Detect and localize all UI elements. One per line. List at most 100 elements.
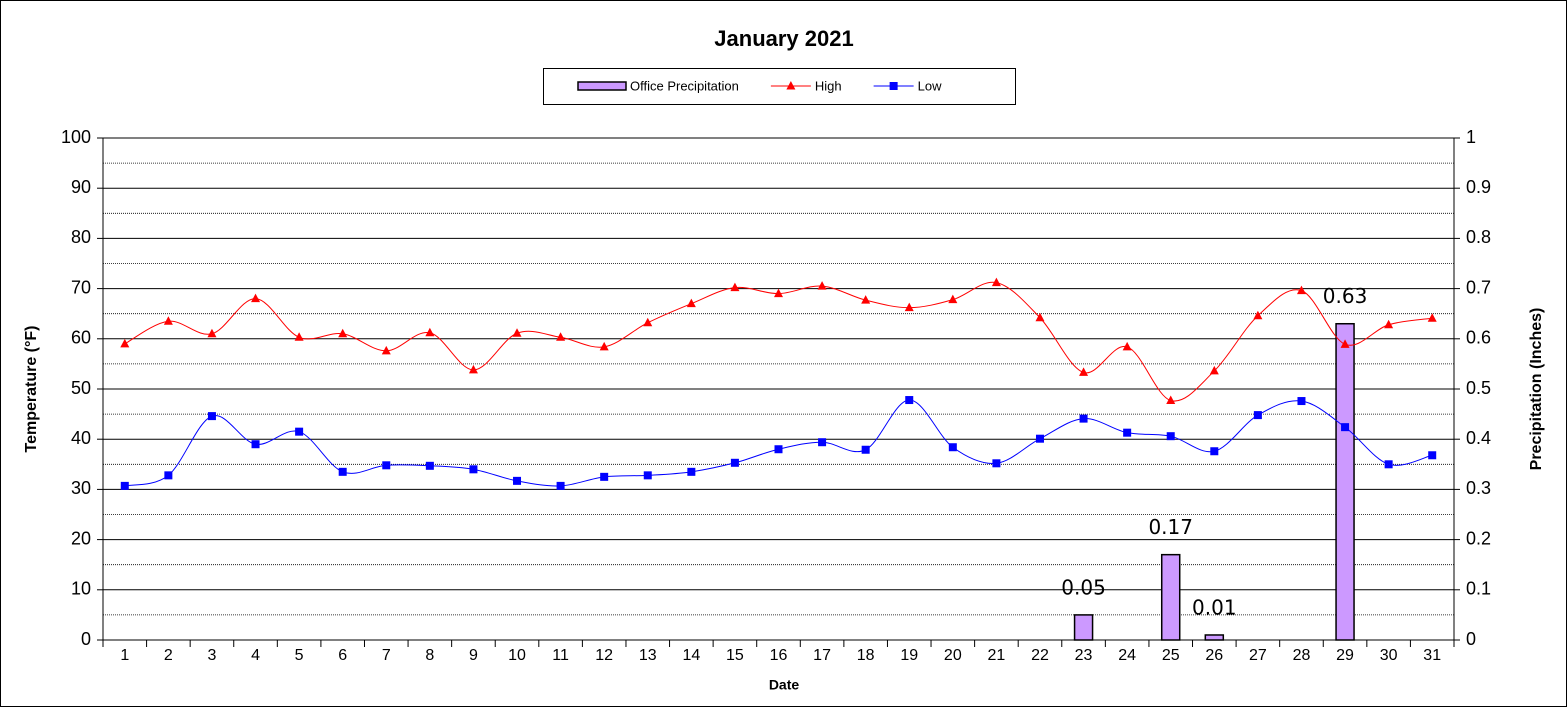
x-tick-label: 16 [770,647,788,664]
line-marker [774,445,783,454]
x-tick-label: 26 [1205,647,1223,664]
line-marker [904,302,914,312]
y2-axis-title: Precipitation (Inches) [1528,308,1545,471]
y2-tick-label: 0.4 [1466,428,1491,448]
x-tick-label: 6 [338,647,347,664]
line-marker [687,467,696,476]
y-tick-label: 100 [61,127,91,147]
legend-marker [889,82,898,90]
line-marker [600,472,609,481]
x-tick-label: 20 [944,647,962,664]
line-marker [164,471,173,480]
x-tick-label: 11 [552,647,569,664]
x-tick-label: 31 [1423,647,1441,664]
line-marker [1427,313,1437,322]
y2-tick-label: 0.1 [1466,579,1491,599]
y-tick-label: 70 [71,277,91,297]
y-tick-label: 40 [71,428,91,448]
line-marker [556,481,565,490]
line-marker [817,281,827,290]
line-marker [948,294,958,304]
x-tick-label: 10 [508,647,526,664]
line-marker [513,476,522,485]
line-marker [338,328,348,338]
x-tick-label: 4 [251,647,260,664]
line-marker [1297,397,1306,406]
line-marker [1166,395,1176,405]
line-marker [643,471,652,480]
line-marker [1035,434,1044,443]
x-tick-label: 21 [988,647,1006,664]
line-marker [1341,423,1350,432]
line-marker [1079,367,1089,376]
line-marker [1079,414,1088,423]
line-marker [643,317,653,327]
y-tick-label: 10 [71,579,91,599]
line-marker [251,293,261,303]
x-tick-label: 24 [1118,647,1136,664]
bar [1204,634,1225,641]
y2-tick-label: 0.9 [1466,177,1491,197]
line-marker [1384,319,1394,329]
legend-marker [786,81,796,90]
line-marker [991,277,1001,287]
x-tick-label: 27 [1249,647,1267,664]
line-marker [469,465,478,474]
line-marker [556,332,566,341]
line-marker [163,316,173,325]
line-marker [425,461,434,470]
line-marker [861,295,871,304]
x-tick-label: 25 [1162,647,1180,664]
x-axis-title: Date [769,677,800,693]
line-marker [1253,411,1262,420]
line-marker [295,427,304,436]
bar [1335,322,1355,641]
bar-value-label: 0.17 [1148,515,1193,539]
x-tick-label: 14 [682,647,700,664]
y2-tick-label: 0.7 [1466,277,1491,297]
x-tick-label: 18 [857,647,875,664]
legend-label: High [815,78,842,93]
line-marker [1123,428,1132,437]
x-tick-label: 23 [1075,647,1093,664]
y-tick-label: 30 [71,478,91,498]
x-tick-label: 5 [295,647,304,664]
line-marker [512,328,522,337]
bar-value-label: 0.05 [1061,575,1106,599]
line-marker [251,440,260,449]
line-marker [1035,312,1045,322]
line-marker [120,481,129,490]
line-marker [1253,310,1263,320]
x-tick-label: 3 [207,647,216,664]
y-tick-label: 50 [71,378,91,398]
line-marker [905,396,914,405]
line-marker [1210,447,1219,456]
x-tick-label: 9 [469,647,478,664]
line-marker [120,338,130,348]
x-tick-label: 13 [639,647,657,664]
line-marker [338,467,347,476]
line-marker [468,364,478,374]
y2-tick-label: 0.3 [1466,478,1491,498]
line-marker [382,461,391,470]
x-tick-label: 2 [164,647,173,664]
y2-tick-label: 0.6 [1466,328,1491,348]
line-marker [294,332,304,341]
line-marker [1296,285,1306,295]
x-tick-label: 19 [900,647,918,664]
x-tick-label: 1 [120,647,129,664]
line-marker [599,341,609,351]
y2-tick-label: 1 [1466,127,1476,147]
x-tick-label: 8 [425,647,434,664]
legend-label: Low [918,78,942,93]
x-tick-label: 15 [726,647,744,664]
y-axis-title: Temperature (°F) [23,325,40,452]
y2-tick-label: 0.8 [1466,227,1491,247]
x-tick-label: 30 [1380,647,1398,664]
bar [1073,614,1094,641]
y-tick-label: 80 [71,227,91,247]
y-tick-label: 20 [71,528,91,548]
x-tick-label: 17 [813,647,831,664]
